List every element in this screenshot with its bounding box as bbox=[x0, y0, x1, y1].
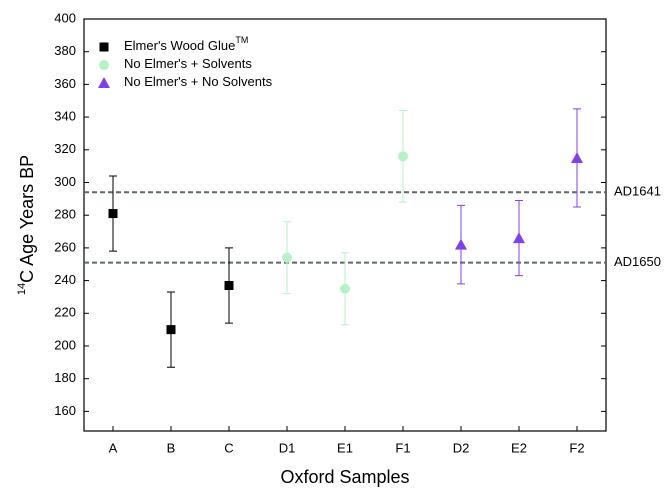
legend-label-text: No Elmer's + Solvents bbox=[124, 56, 252, 71]
legend-label: No Elmer's + Solvents bbox=[124, 56, 252, 71]
data-point bbox=[340, 283, 350, 294]
y-tick-label: 340 bbox=[54, 109, 76, 124]
y-tick-label: 240 bbox=[54, 272, 76, 287]
data-point bbox=[166, 325, 176, 335]
legend-marker bbox=[98, 77, 110, 88]
y-tick-label: 380 bbox=[54, 43, 76, 58]
x-axis-label: Oxford Samples bbox=[280, 467, 409, 487]
reference-label: AD1650 bbox=[614, 254, 661, 269]
legend-label-superscript: TM bbox=[235, 35, 248, 45]
y-tick-label: 180 bbox=[54, 370, 76, 385]
legend-marker bbox=[99, 42, 109, 52]
x-tick-label: A bbox=[109, 440, 118, 455]
x-tick-label: E1 bbox=[337, 440, 353, 455]
x-tick-label: B bbox=[167, 440, 176, 455]
y-tick-label: 400 bbox=[54, 10, 76, 25]
x-tick-label: D1 bbox=[279, 440, 296, 455]
x-tick-label: E2 bbox=[511, 440, 527, 455]
legend-marker bbox=[99, 60, 109, 70]
x-tick-label: F2 bbox=[569, 440, 584, 455]
y-tick-label: 320 bbox=[54, 141, 76, 156]
x-tick-label: F1 bbox=[395, 440, 410, 455]
data-point bbox=[224, 280, 234, 290]
y-tick-label: 300 bbox=[54, 174, 76, 189]
y-tick-label: 360 bbox=[54, 76, 76, 91]
data-point bbox=[282, 252, 292, 263]
y-tick-label: 220 bbox=[54, 305, 76, 320]
data-point bbox=[455, 238, 467, 250]
data-point bbox=[513, 232, 525, 244]
y-tick-label: 200 bbox=[54, 337, 76, 352]
legend-label-text: Elmer's Wood Glue bbox=[124, 38, 235, 53]
data-point bbox=[398, 151, 408, 162]
data-point bbox=[571, 151, 583, 163]
x-tick-label: D2 bbox=[453, 440, 470, 455]
legend-label-text: No Elmer's + No Solvents bbox=[124, 74, 273, 89]
y-tick-label: 260 bbox=[54, 239, 76, 254]
reference-label: AD1641 bbox=[614, 184, 661, 199]
data-point bbox=[108, 209, 118, 219]
y-tick-label: 280 bbox=[54, 207, 76, 222]
y-tick-label: 160 bbox=[54, 403, 76, 418]
legend-label: No Elmer's + No Solvents bbox=[124, 74, 273, 89]
legend-label: Elmer's Wood GlueTM bbox=[124, 35, 248, 53]
y-axis-label: 14C Age Years BP bbox=[16, 155, 37, 295]
y-axis-label-superscript: 14 bbox=[16, 283, 28, 295]
y-axis-label-text: C Age Years BP bbox=[17, 155, 37, 283]
x-tick-label: C bbox=[224, 440, 233, 455]
